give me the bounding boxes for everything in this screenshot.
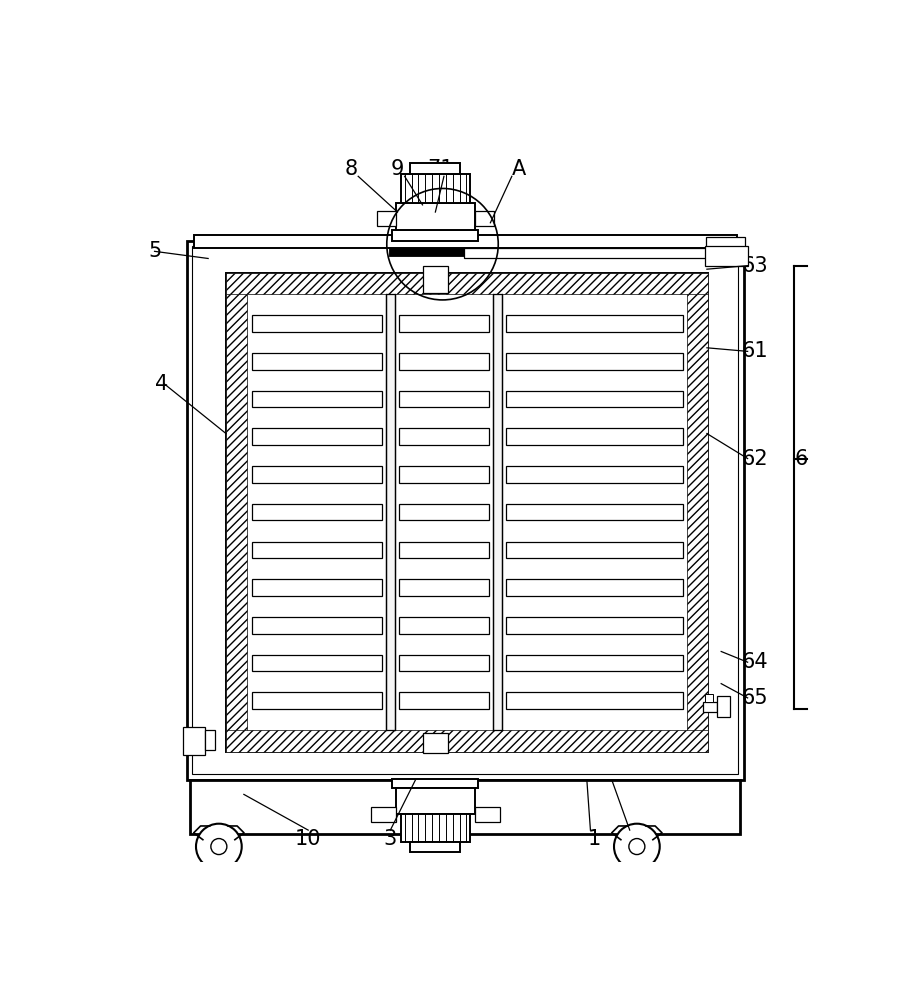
Bar [371,807,396,822]
Text: 2: 2 [627,829,640,849]
Bar [399,504,489,520]
Bar [399,579,489,596]
Bar [506,579,682,596]
Circle shape [211,839,227,855]
Bar [422,733,448,753]
Bar [401,814,469,842]
Bar [475,211,494,226]
Bar [252,428,382,445]
Bar [252,466,382,483]
Circle shape [196,824,242,869]
Text: 62: 62 [741,449,768,469]
Bar [703,702,717,712]
Bar [399,692,489,709]
Bar [410,163,460,174]
Bar [401,174,469,203]
Bar [393,230,479,241]
Bar [717,696,730,717]
Text: 1: 1 [587,829,600,849]
Bar [252,391,382,407]
Text: 3: 3 [384,829,397,849]
Bar [399,315,489,332]
Bar [506,617,682,634]
Text: 65: 65 [741,688,768,708]
Circle shape [629,839,644,855]
Text: 5: 5 [148,241,161,261]
Bar [183,727,205,755]
Bar [506,542,682,558]
Bar [506,353,682,370]
Bar [393,779,479,788]
Bar [410,842,460,852]
Text: 9: 9 [391,159,404,179]
Bar [252,655,382,671]
Bar [226,273,708,294]
Bar [687,273,708,752]
Bar [226,730,708,752]
Bar [386,294,395,730]
Bar [704,246,748,266]
Text: 4: 4 [155,374,169,394]
Bar [506,466,682,483]
Bar [389,248,464,256]
Bar [506,428,682,445]
Bar [186,241,744,780]
Bar [252,315,382,332]
Bar [506,655,682,671]
Bar [506,504,682,520]
Text: 63: 63 [741,256,768,276]
Bar [193,246,739,774]
Bar [399,655,489,671]
Text: 61: 61 [741,341,768,361]
Bar [226,273,708,752]
Bar [399,353,489,370]
Bar [252,617,382,634]
Bar [706,237,746,258]
Bar [399,391,489,407]
Bar [704,694,714,702]
Bar [252,353,382,370]
Bar [396,203,475,230]
Text: 71: 71 [427,159,454,179]
Bar [252,579,382,596]
Bar [190,780,740,834]
Bar [464,248,706,258]
Text: 8: 8 [345,159,358,179]
Bar [399,428,489,445]
Text: 10: 10 [295,829,322,849]
Bar [399,617,489,634]
Bar [377,211,396,226]
Bar [506,692,682,709]
Text: A: A [512,159,526,179]
Bar [506,315,682,332]
Bar [493,294,502,730]
Bar [252,542,382,558]
Bar [396,788,475,814]
Bar [475,807,500,822]
Bar [422,266,448,293]
Bar [399,466,489,483]
Bar [252,504,382,520]
Bar [226,273,247,752]
Bar [399,542,489,558]
Bar [252,692,382,709]
Bar [194,235,737,248]
Bar [506,391,682,407]
Text: 6: 6 [795,449,808,469]
Text: 64: 64 [741,652,768,672]
Circle shape [614,824,660,869]
Bar [205,730,215,750]
